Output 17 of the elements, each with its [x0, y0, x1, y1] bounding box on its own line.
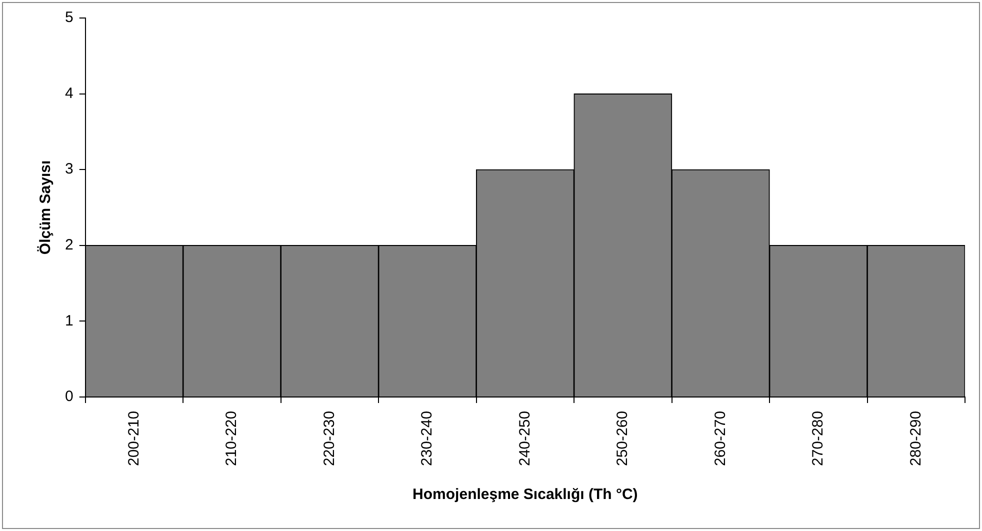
x-tick-label: 210-220 — [223, 410, 240, 466]
y-tick-label: 2 — [65, 236, 74, 254]
x-tick-label: 270-280 — [810, 410, 827, 466]
y-axis-title: Ölçüm Sayısı — [37, 160, 54, 255]
x-tick-label: 240-250 — [516, 410, 534, 466]
x-tick-label: 220-230 — [320, 410, 338, 466]
y-tick-label: 3 — [65, 160, 74, 178]
y-tick-label: 1 — [65, 312, 74, 330]
x-tick-label: 200-210 — [125, 410, 142, 466]
x-axis-title: Homojenleşme Sıcaklığı (Th °C) — [412, 486, 638, 504]
x-tick-label: 280-290 — [907, 410, 924, 466]
x-tick-label: 230-240 — [418, 410, 436, 466]
y-tick-label: 0 — [65, 388, 74, 406]
y-tick-label: 5 — [65, 9, 74, 26]
y-tick-label: 4 — [65, 84, 74, 102]
x-tick-label: 260-270 — [712, 410, 729, 466]
x-tick-label: 250-260 — [614, 410, 632, 466]
